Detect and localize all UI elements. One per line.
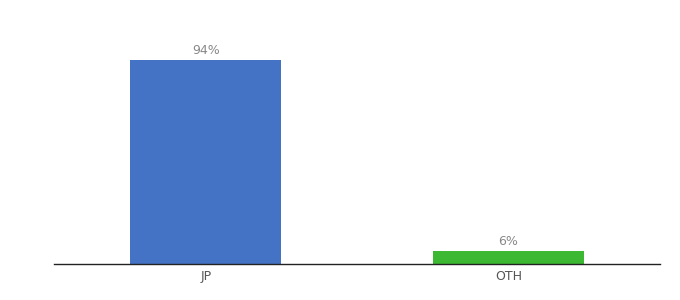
Bar — [432, 251, 584, 264]
Bar — [130, 60, 282, 264]
Text: 6%: 6% — [498, 235, 518, 248]
Text: 94%: 94% — [192, 44, 220, 57]
